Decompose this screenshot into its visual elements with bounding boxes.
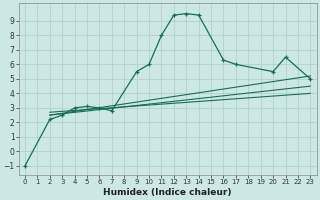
X-axis label: Humidex (Indice chaleur): Humidex (Indice chaleur) [103,188,232,197]
